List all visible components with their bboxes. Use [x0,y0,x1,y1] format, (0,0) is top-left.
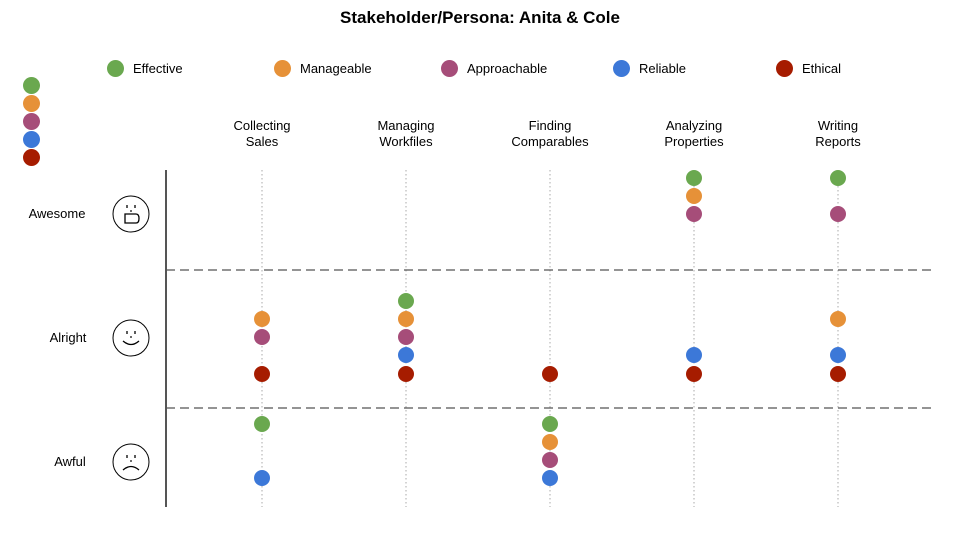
column-header-managing-workfiles: Managing Workfiles [351,118,461,150]
row-label-awesome: Awesome [28,206,86,221]
data-point-ethical [398,366,414,382]
legend-dot-icon [107,59,124,77]
column-header-line: Writing [817,118,859,133]
data-point-reliable [830,347,846,363]
legend-dot-icon [441,59,458,77]
column-header-line: Managing [377,118,435,133]
data-point-manageable [398,311,414,327]
legend-dot-icon [274,59,291,77]
legend-label: Ethical [802,60,842,76]
column-header-line: Finding [528,118,572,133]
data-point-manageable [830,311,846,327]
side-swatch-effective [23,77,40,94]
data-point-approachable [254,329,270,345]
data-point-effective [398,293,414,309]
legend-item-ethical: Ethical [776,59,841,77]
column-header-line: Comparables [511,134,589,149]
data-point-approachable [542,452,558,468]
legend-dot-icon [613,59,630,77]
legend-item-manageable: Manageable [274,59,372,77]
data-point-approachable [686,206,702,222]
legend-item-approachable: Approachable [441,59,547,77]
legend-label: Reliable [639,60,686,76]
data-point-effective [830,170,846,186]
data-point-ethical [830,366,846,382]
column-header-line: Collecting [233,118,291,133]
column-header-analyzing-properties: Analyzing Properties [639,118,749,150]
data-point-approachable [830,206,846,222]
legend-item-reliable: Reliable [613,59,686,77]
data-point-approachable [398,329,414,345]
legend-dot-icon [776,59,793,77]
side-swatch-manageable [23,95,40,112]
legend-label: Manageable [300,60,372,76]
data-point-effective [686,170,702,186]
data-point-reliable [254,470,270,486]
side-swatch-approachable [23,113,40,130]
column-header-line: Properties [664,134,724,149]
data-point-reliable [398,347,414,363]
side-swatch-reliable [23,131,40,148]
data-point-reliable [686,347,702,363]
column-header-line: Analyzing [665,118,723,133]
legend-item-effective: Effective [107,59,183,77]
data-point-ethical [254,366,270,382]
legend-label: Effective [133,60,183,76]
smile-face-icon [112,319,150,357]
column-header-line: Workfiles [379,134,433,149]
data-point-ethical [686,366,702,382]
column-header-collecting-sales: Collecting Sales [207,118,317,150]
row-label-awful: Awful [54,454,86,469]
data-point-manageable [254,311,270,327]
happy-face-icon [112,195,150,233]
sad-face-icon [112,443,150,481]
row-label-alright: Alright [49,330,87,345]
data-point-reliable [542,470,558,486]
chart-title: Stakeholder/Persona: Anita & Cole [340,8,620,27]
column-header-finding-comparables: Finding Comparables [495,118,605,150]
column-header-writing-reports: Writing Reports [783,118,893,150]
column-header-line: Sales [245,134,279,149]
data-point-manageable [686,188,702,204]
data-point-ethical [542,366,558,382]
data-point-manageable [542,434,558,450]
data-point-effective [254,416,270,432]
data-point-effective [542,416,558,432]
side-swatch-ethical [23,149,40,166]
legend-label: Approachable [467,60,548,76]
column-header-line: Reports [815,134,861,149]
